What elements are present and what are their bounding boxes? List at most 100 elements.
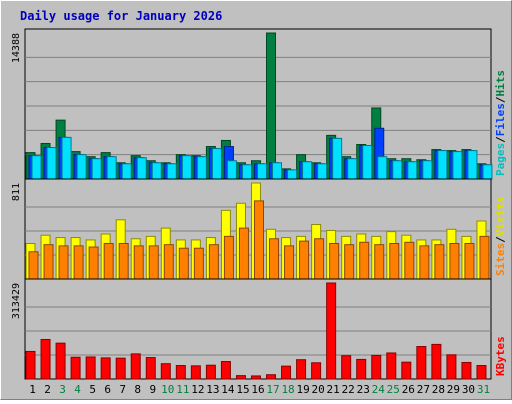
bar-pages-day-12 xyxy=(196,156,207,180)
x-tick-day-18: 18 xyxy=(281,383,294,396)
legend-panel-0: Pages/Files/Hits xyxy=(494,70,507,176)
x-tick-day-20: 20 xyxy=(312,383,325,396)
legend-item: Hits xyxy=(494,70,507,97)
bar-sites-day-10 xyxy=(163,244,174,280)
bar-sites-day-12 xyxy=(193,247,204,280)
legend-item: Files xyxy=(494,103,507,136)
panel-kbytes: 313429 xyxy=(11,278,492,380)
bar-sites-day-4 xyxy=(73,245,84,280)
bar-sites-day-29 xyxy=(449,242,460,280)
bar-kbytes-day-21 xyxy=(326,282,337,380)
bar-pages-day-10 xyxy=(166,163,177,180)
legend-item: KBytes xyxy=(494,336,507,376)
bar-sites-day-7 xyxy=(118,242,129,280)
bar-pages-day-3 xyxy=(61,136,72,180)
bar-sites-day-22 xyxy=(344,244,355,280)
legend-item: / xyxy=(494,236,507,243)
bar-kbytes-day-6 xyxy=(100,357,111,380)
bar-pages-day-16 xyxy=(256,163,267,180)
panel-max-label: 811 xyxy=(11,183,22,201)
legend-panel-2: KBytes xyxy=(494,336,507,376)
bar-pages-day-2 xyxy=(46,147,57,180)
x-tick-day-23: 23 xyxy=(357,383,370,396)
bar-kbytes-day-24 xyxy=(371,354,382,380)
bar-sites-day-1 xyxy=(28,251,39,280)
bar-sites-day-25 xyxy=(389,242,400,280)
x-tick-day-24: 24 xyxy=(372,383,386,396)
legend-panel-1: Sites/Visits xyxy=(494,197,507,277)
bar-pages-day-15 xyxy=(241,164,252,180)
bar-sites-day-13 xyxy=(208,244,219,280)
bar-kbytes-day-28 xyxy=(431,343,442,380)
legend-item: Pages xyxy=(494,143,507,176)
x-tick-day-31: 31 xyxy=(477,383,490,396)
legend-item: / xyxy=(494,96,507,103)
x-tick-day-3: 3 xyxy=(59,383,66,396)
x-tick-day-19: 19 xyxy=(296,383,309,396)
bar-sites-day-6 xyxy=(103,242,114,280)
bar-pages-day-19 xyxy=(302,161,313,180)
bar-kbytes-day-4 xyxy=(70,356,81,380)
bar-sites-day-27 xyxy=(419,245,430,280)
legend-item: Sites xyxy=(494,243,507,276)
legend-item: Visits xyxy=(494,197,507,237)
bar-pages-day-29 xyxy=(452,151,463,180)
x-tick-day-21: 21 xyxy=(327,383,340,396)
bar-kbytes-day-17 xyxy=(266,374,277,380)
x-tick-day-13: 13 xyxy=(206,383,219,396)
bar-pages-day-13 xyxy=(211,148,222,180)
x-tick-day-17: 17 xyxy=(266,383,279,396)
bar-kbytes-day-20 xyxy=(311,362,322,380)
x-tick-day-12: 12 xyxy=(191,383,204,396)
bar-kbytes-day-5 xyxy=(85,356,96,380)
x-tick-day-25: 25 xyxy=(387,383,400,396)
x-tick-day-1: 1 xyxy=(29,383,36,396)
bar-kbytes-day-18 xyxy=(281,365,292,380)
bar-kbytes-day-27 xyxy=(416,346,427,380)
bar-sites-day-30 xyxy=(464,242,475,280)
bar-kbytes-day-29 xyxy=(446,354,457,380)
x-tick-day-15: 15 xyxy=(236,383,249,396)
bar-kbytes-day-1 xyxy=(25,350,36,380)
bar-pages-day-5 xyxy=(91,158,102,180)
bar-kbytes-day-13 xyxy=(205,364,216,380)
bar-pages-day-24 xyxy=(377,156,388,180)
bar-pages-day-25 xyxy=(392,160,403,180)
bar-pages-day-14 xyxy=(226,160,237,180)
bar-kbytes-day-30 xyxy=(461,361,472,380)
bar-sites-day-16 xyxy=(253,200,264,280)
x-tick-day-8: 8 xyxy=(134,383,141,396)
bar-kbytes-day-12 xyxy=(190,365,201,380)
bar-pages-day-18 xyxy=(287,169,298,180)
bar-sites-day-18 xyxy=(284,245,295,280)
x-tick-day-6: 6 xyxy=(104,383,111,396)
x-tick-day-11: 11 xyxy=(176,383,189,396)
bar-kbytes-day-9 xyxy=(145,357,156,380)
bar-kbytes-day-8 xyxy=(130,353,141,380)
bar-kbytes-day-22 xyxy=(341,355,352,380)
bar-sites-day-23 xyxy=(359,241,370,280)
bar-kbytes-day-19 xyxy=(296,359,307,380)
bar-sites-day-3 xyxy=(58,245,69,280)
bar-sites-day-19 xyxy=(299,240,310,280)
x-tick-day-4: 4 xyxy=(74,383,81,396)
bar-sites-day-8 xyxy=(133,245,144,280)
bar-sites-day-26 xyxy=(404,241,415,280)
bar-kbytes-day-10 xyxy=(160,363,171,380)
bar-sites-day-14 xyxy=(223,235,234,280)
bar-kbytes-day-11 xyxy=(175,365,186,380)
bar-pages-day-20 xyxy=(317,163,328,180)
x-tick-day-16: 16 xyxy=(251,383,264,396)
bar-pages-day-30 xyxy=(467,150,478,180)
bar-sites-day-21 xyxy=(329,242,340,280)
bar-sites-day-2 xyxy=(43,244,54,280)
bar-sites-day-15 xyxy=(238,227,249,280)
bar-pages-day-31 xyxy=(482,164,493,180)
bar-kbytes-day-25 xyxy=(386,352,397,380)
x-tick-day-28: 28 xyxy=(432,383,445,396)
bar-pages-day-11 xyxy=(181,155,192,180)
bar-pages-day-23 xyxy=(362,145,373,180)
